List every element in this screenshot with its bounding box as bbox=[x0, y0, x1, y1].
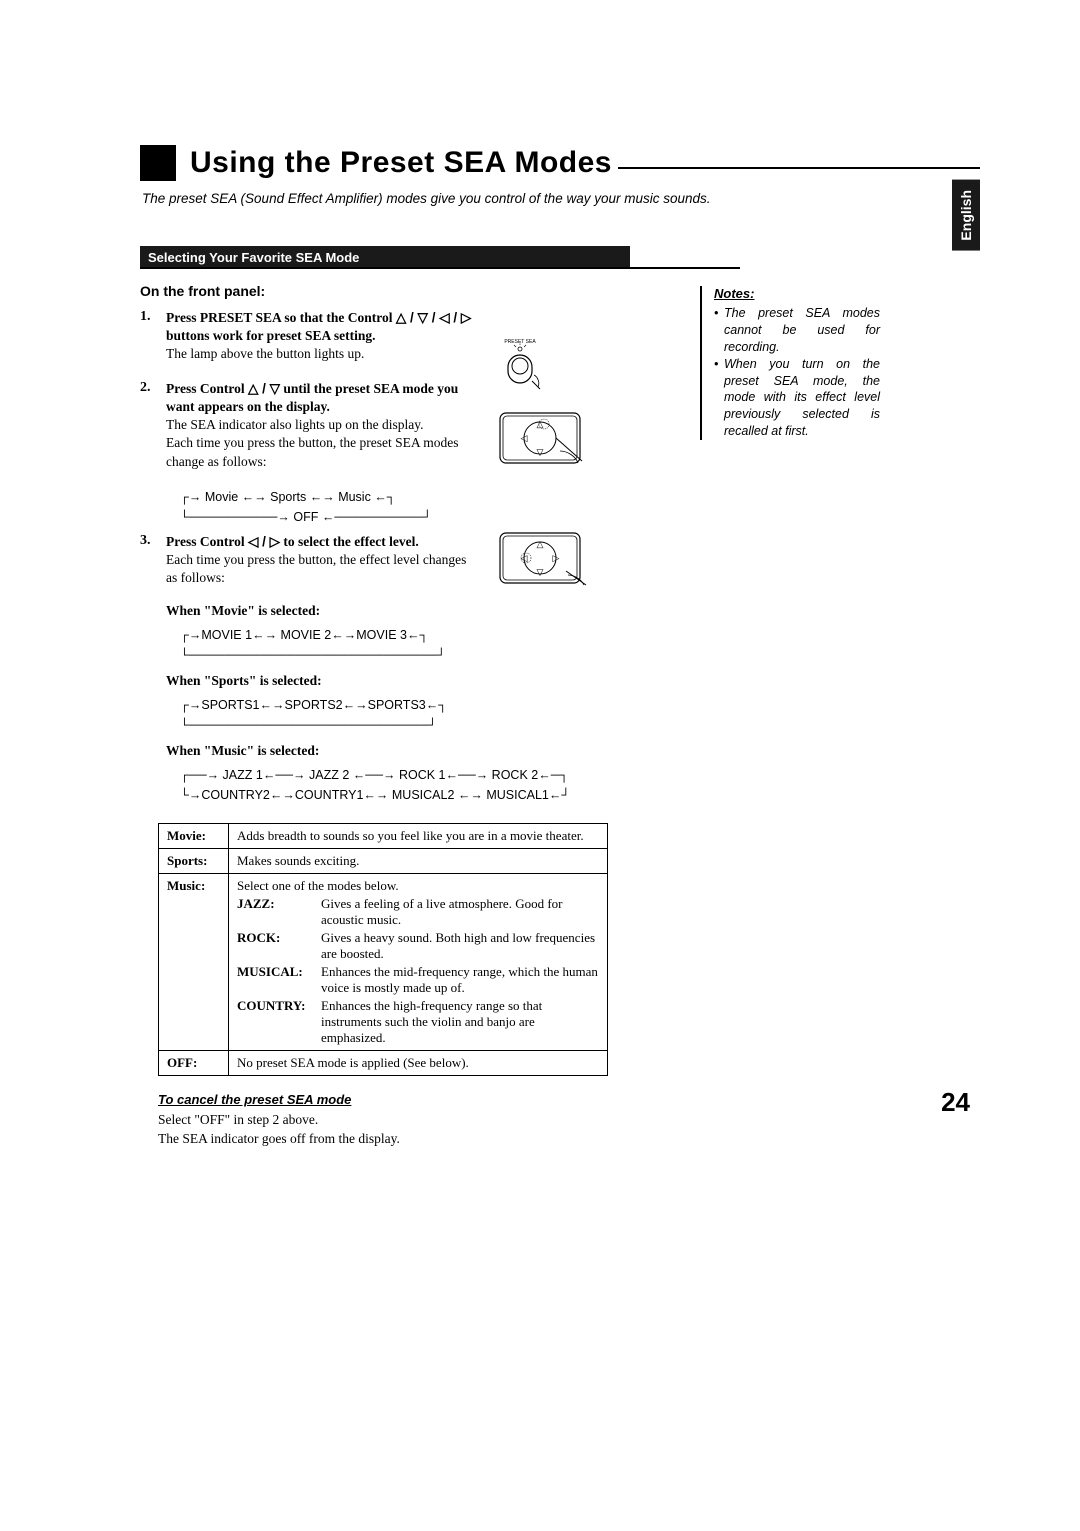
svg-text:▽: ▽ bbox=[537, 567, 544, 577]
control-up-down-illustration: △ ▽ ◁ bbox=[490, 403, 590, 478]
svg-text:◁: ◁ bbox=[521, 553, 528, 563]
cancel-line-2: The SEA indicator goes off from the disp… bbox=[158, 1131, 400, 1146]
page-number: 24 bbox=[941, 1087, 970, 1118]
preset-sea-label: PRESET SEA bbox=[504, 339, 536, 345]
svg-text:△: △ bbox=[537, 539, 544, 549]
step-1: 1. Press PRESET SEA so that the Control … bbox=[140, 309, 630, 364]
page-title: Using the Preset SEA Modes bbox=[190, 146, 612, 180]
notes-heading: Notes: bbox=[714, 286, 880, 301]
step-3-num: 3. bbox=[140, 533, 166, 588]
jazz-desc: Gives a feeling of a live atmosphere. Go… bbox=[321, 896, 599, 928]
step-1-body: The lamp above the button lights up. bbox=[166, 346, 364, 361]
music-intro: Select one of the modes below. bbox=[237, 878, 599, 894]
step-2-bold-a: Press Control bbox=[166, 381, 248, 396]
music-flow-1: ┌──→ JAZZ 1←──→ JAZZ 2 ←──→ ROCK 1←──→ R… bbox=[180, 765, 630, 785]
sports-key: Sports: bbox=[159, 849, 229, 874]
front-panel-subhead: On the front panel: bbox=[140, 283, 630, 299]
cancel-heading: To cancel the preset SEA mode bbox=[158, 1092, 630, 1107]
note-item-2: When you turn on the preset SEA mode, th… bbox=[714, 356, 880, 440]
musical-key: MUSICAL: bbox=[237, 964, 321, 996]
movie-desc: Adds breadth to sounds so you feel like … bbox=[229, 824, 608, 849]
step-2-body-2: Each time you press the button, the pres… bbox=[166, 435, 458, 468]
step-1-symbols: △ / ▽ / ◁ / ▷ bbox=[396, 310, 471, 325]
sports-flow: ┌→SPORTS1←→SPORTS2←→SPORTS3←┐ └─────────… bbox=[180, 695, 630, 735]
notes-block: Notes: The preset SEA modes cannot be us… bbox=[700, 286, 880, 440]
cancel-line-1: Select "OFF" in step 2 above. bbox=[158, 1112, 318, 1127]
step-1-bold-a: Press PRESET SEA so that the Control bbox=[166, 310, 396, 325]
mode-cycle-row1: ┌→ Movie ←→ Sports ←→ Music ←┐ bbox=[180, 487, 630, 507]
note-item-1: The preset SEA modes cannot be used for … bbox=[714, 305, 880, 356]
step-2-num: 2. bbox=[140, 380, 166, 471]
control-left-right-illustration: △ ▽ ◁ ▷ bbox=[490, 523, 590, 598]
music-flow-2: └→COUNTRY2←→COUNTRY1←→ MUSICAL2 ←→ MUSIC… bbox=[180, 785, 630, 805]
step-2-symbols: △ / ▽ bbox=[248, 381, 280, 396]
table-row: Music: Select one of the modes below. JA… bbox=[159, 874, 608, 1051]
mode-description-table: Movie: Adds breadth to sounds so you fee… bbox=[158, 823, 608, 1076]
title-row: Using the Preset SEA Modes bbox=[140, 145, 980, 181]
svg-text:▽: ▽ bbox=[537, 447, 544, 457]
when-movie-label: When "Movie" is selected: bbox=[166, 603, 630, 619]
sports-desc: Makes sounds exciting. bbox=[229, 849, 608, 874]
step-3-bold-a: Press Control bbox=[166, 534, 248, 549]
movie-flow: ┌→MOVIE 1←→ MOVIE 2←→MOVIE 3←┐ └────────… bbox=[180, 625, 630, 665]
step-3-bold-b: to select the effect level. bbox=[280, 534, 419, 549]
country-key: COUNTRY: bbox=[237, 998, 321, 1046]
page-subtitle: The preset SEA (Sound Effect Amplifier) … bbox=[142, 191, 980, 206]
step-3-body: Each time you press the button, the effe… bbox=[166, 552, 466, 585]
table-row: Movie: Adds breadth to sounds so you fee… bbox=[159, 824, 608, 849]
off-key: OFF: bbox=[159, 1051, 229, 1076]
music-desc-cell: Select one of the modes below. JAZZ:Give… bbox=[229, 874, 608, 1051]
music-key: Music: bbox=[159, 874, 229, 1051]
off-desc: No preset SEA mode is applied (See below… bbox=[229, 1051, 608, 1076]
music-flow: ┌──→ JAZZ 1←──→ JAZZ 2 ←──→ ROCK 1←──→ R… bbox=[180, 765, 630, 805]
svg-text:◁: ◁ bbox=[521, 433, 528, 443]
when-sports-label: When "Sports" is selected: bbox=[166, 673, 630, 689]
table-row: Sports: Makes sounds exciting. bbox=[159, 849, 608, 874]
rock-key: ROCK: bbox=[237, 930, 321, 962]
step-1-bold-b: buttons work for preset SEA setting. bbox=[166, 328, 376, 343]
svg-text:▷: ▷ bbox=[553, 553, 560, 563]
movie-key: Movie: bbox=[159, 824, 229, 849]
title-bullet-block bbox=[140, 145, 176, 181]
preset-sea-button-illustration: PRESET SEA bbox=[490, 335, 550, 400]
title-rule bbox=[618, 167, 980, 169]
when-music-label: When "Music" is selected: bbox=[166, 743, 630, 759]
step-3-symbols: ◁ / ▷ bbox=[248, 534, 280, 549]
section-rule bbox=[140, 267, 740, 269]
jazz-key: JAZZ: bbox=[237, 896, 321, 928]
rock-desc: Gives a heavy sound. Both high and low f… bbox=[321, 930, 599, 962]
table-row: OFF: No preset SEA mode is applied (See … bbox=[159, 1051, 608, 1076]
section-heading-text: Selecting Your Favorite SEA Mode bbox=[148, 250, 359, 265]
country-desc: Enhances the high-frequency range so tha… bbox=[321, 998, 599, 1046]
step-1-num: 1. bbox=[140, 309, 166, 364]
section-heading-bar: Selecting Your Favorite SEA Mode bbox=[140, 246, 630, 269]
step-2-body-1: The SEA indicator also lights up on the … bbox=[166, 417, 423, 432]
musical-desc: Enhances the mid-frequency range, which … bbox=[321, 964, 599, 996]
mode-cycle-diagram: ┌→ Movie ←→ Sports ←→ Music ←┐ └────────… bbox=[180, 487, 630, 527]
language-tab: English bbox=[952, 180, 980, 251]
cancel-body: Select "OFF" in step 2 above. The SEA in… bbox=[158, 1111, 630, 1147]
